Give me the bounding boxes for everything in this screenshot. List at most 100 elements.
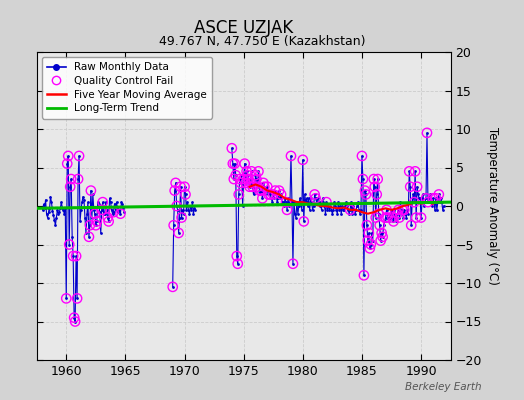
Point — [346, 207, 354, 213]
Point — [259, 180, 268, 186]
Point — [255, 187, 264, 194]
Point — [74, 176, 82, 182]
Point — [236, 180, 245, 186]
Point — [91, 210, 99, 217]
Point — [362, 191, 370, 198]
Point — [62, 295, 70, 302]
Point — [97, 207, 106, 213]
Point — [412, 214, 420, 221]
Point — [367, 241, 375, 248]
Point — [72, 253, 80, 259]
Point — [169, 222, 178, 228]
Point — [271, 187, 279, 194]
Point — [395, 214, 403, 221]
Point — [86, 222, 94, 228]
Point — [424, 199, 432, 205]
Point — [299, 156, 307, 163]
Point — [384, 214, 392, 221]
Point — [70, 314, 78, 321]
Point — [69, 253, 78, 259]
Point — [241, 160, 249, 167]
Point — [423, 130, 431, 136]
Point — [64, 153, 72, 159]
Point — [73, 295, 81, 302]
Point — [359, 176, 367, 182]
Point — [235, 176, 244, 182]
Point — [86, 187, 95, 194]
Point — [103, 214, 112, 221]
Point — [376, 238, 385, 244]
Point — [257, 187, 266, 194]
Point — [376, 222, 384, 228]
Point — [283, 207, 291, 213]
Point — [287, 153, 295, 159]
Point — [228, 160, 237, 167]
Point — [300, 218, 308, 225]
Point — [177, 184, 185, 190]
Point — [258, 195, 267, 202]
Point — [253, 184, 261, 190]
Point — [75, 153, 83, 159]
Point — [282, 199, 290, 205]
Point — [374, 176, 382, 182]
Point — [269, 191, 277, 198]
Point — [174, 230, 183, 236]
Point — [365, 230, 373, 236]
Point — [359, 272, 368, 278]
Point — [378, 234, 387, 240]
Point — [366, 245, 374, 252]
Point — [63, 160, 71, 167]
Point — [407, 222, 416, 228]
Point — [400, 207, 409, 213]
Point — [246, 180, 255, 186]
Point — [227, 145, 236, 152]
Point — [244, 172, 252, 178]
Text: Berkeley Earth: Berkeley Earth — [406, 382, 482, 392]
Text: 49.767 N, 47.750 E (Kazakhstan): 49.767 N, 47.750 E (Kazakhstan) — [159, 36, 365, 48]
Point — [170, 187, 179, 194]
Point — [410, 199, 418, 205]
Point — [275, 187, 283, 194]
Point — [389, 218, 398, 225]
Point — [242, 180, 250, 186]
Point — [377, 230, 386, 236]
Point — [181, 191, 190, 198]
Point — [310, 191, 319, 198]
Point — [239, 176, 248, 182]
Point — [381, 214, 390, 221]
Point — [372, 214, 380, 221]
Point — [264, 191, 272, 198]
Point — [406, 184, 414, 190]
Point — [231, 160, 239, 167]
Point — [370, 184, 379, 190]
Point — [398, 207, 407, 213]
Point — [177, 214, 185, 221]
Point — [71, 318, 79, 325]
Point — [234, 260, 242, 267]
Point — [65, 241, 73, 248]
Point — [322, 199, 331, 205]
Point — [373, 191, 381, 198]
Point — [232, 172, 240, 178]
Y-axis label: Temperature Anomaly (°C): Temperature Anomaly (°C) — [486, 127, 498, 285]
Point — [432, 195, 440, 202]
Point — [263, 184, 271, 190]
Point — [254, 168, 263, 174]
Point — [245, 184, 254, 190]
Point — [104, 218, 113, 225]
Point — [85, 234, 93, 240]
Point — [230, 176, 238, 182]
Point — [248, 184, 257, 190]
Point — [388, 214, 397, 221]
Point — [413, 184, 421, 190]
Point — [364, 238, 372, 244]
Point — [369, 176, 378, 182]
Point — [110, 209, 118, 215]
Point — [434, 191, 443, 198]
Point — [394, 207, 402, 213]
Point — [393, 210, 401, 217]
Point — [247, 168, 256, 174]
Point — [93, 218, 101, 225]
Point — [358, 153, 366, 159]
Point — [233, 253, 241, 259]
